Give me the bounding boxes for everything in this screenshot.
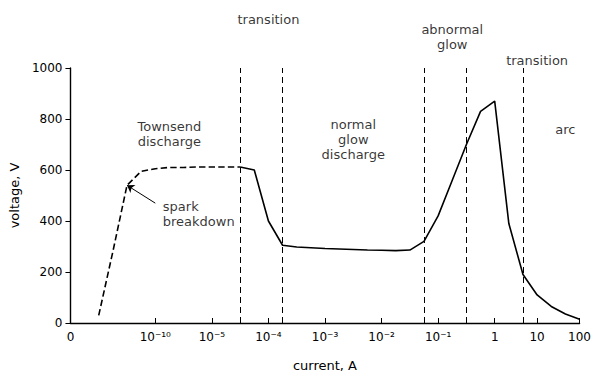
svg-text:200: 200 [40,265,63,279]
svg-text:1000: 1000 [32,61,63,75]
svg-text:10⁻⁴: 10⁻⁴ [255,330,282,344]
svg-text:glow: glow [338,132,369,147]
svg-text:voltage, V: voltage, V [7,163,22,229]
svg-text:discharge: discharge [322,147,385,162]
svg-text:10⁻¹: 10⁻¹ [425,330,452,344]
svg-text:arc: arc [555,122,575,137]
svg-text:transition: transition [237,12,299,27]
svg-text:400: 400 [40,214,63,228]
svg-text:1: 1 [491,330,499,344]
svg-text:10⁻³: 10⁻³ [312,330,339,344]
svg-text:600: 600 [40,163,63,177]
svg-text:discharge: discharge [138,134,201,149]
svg-text:Townsend: Townsend [137,119,202,134]
svg-text:normal: normal [330,117,376,132]
svg-text:transition: transition [506,53,568,68]
svg-text:spark: spark [163,199,199,214]
svg-text:current, A: current, A [293,358,357,373]
svg-text:10: 10 [529,330,544,344]
svg-text:breakdown: breakdown [163,214,235,229]
svg-text:0: 0 [55,316,63,330]
svg-text:100: 100 [568,330,591,344]
svg-text:glow: glow [437,37,468,52]
svg-text:10⁻⁵: 10⁻⁵ [199,330,226,344]
svg-text:10⁻¹⁰: 10⁻¹⁰ [140,330,171,344]
svg-text:0: 0 [67,330,75,344]
svg-text:10⁻²: 10⁻² [368,330,395,344]
svg-text:800: 800 [40,112,63,126]
svg-text:abnormal: abnormal [421,22,483,37]
